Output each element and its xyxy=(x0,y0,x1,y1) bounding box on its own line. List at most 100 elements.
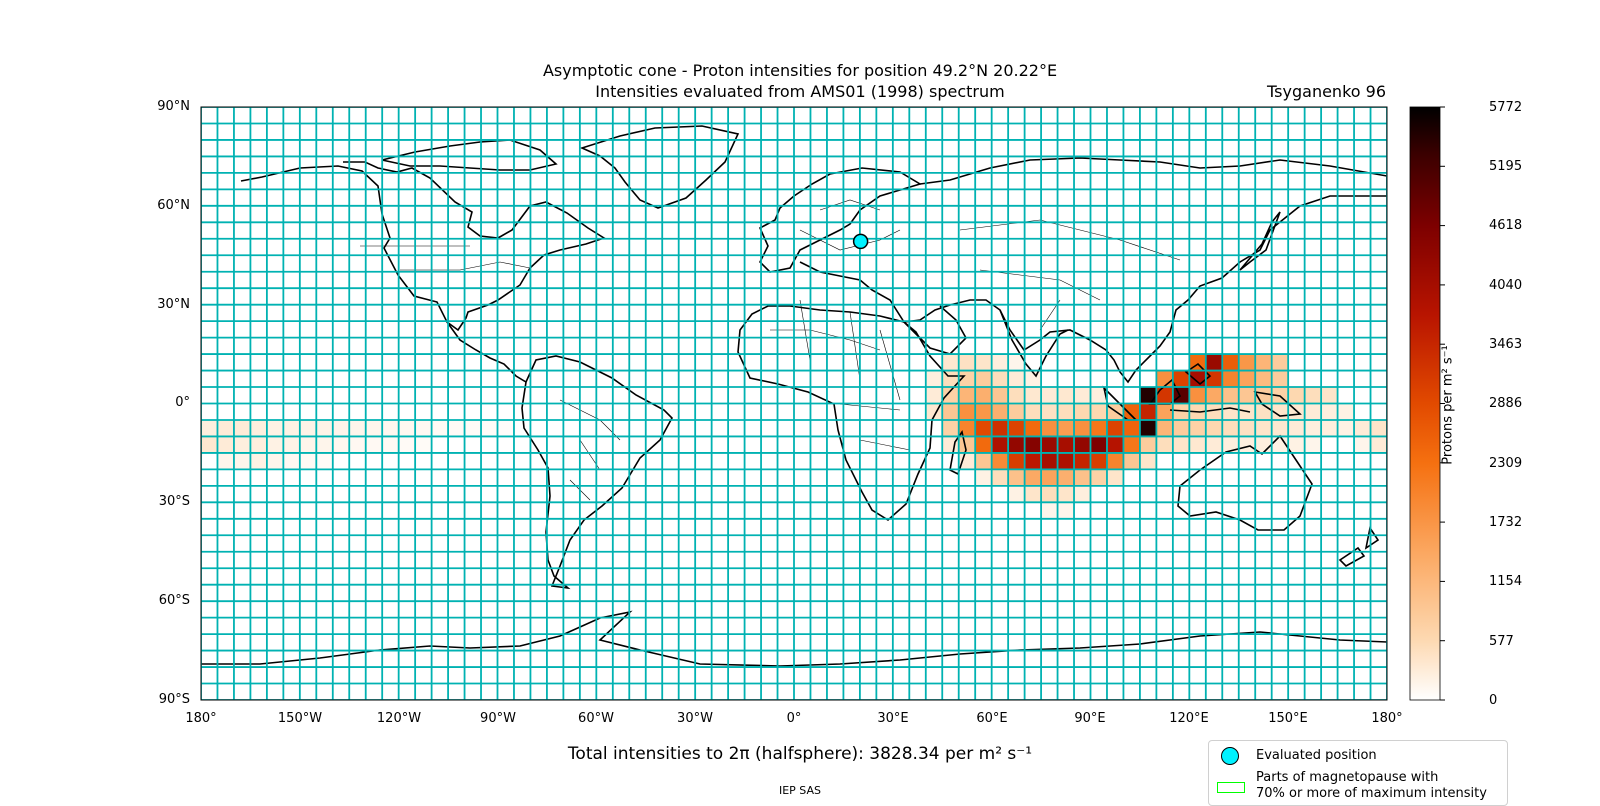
intensity-cell xyxy=(1024,419,1042,437)
intensity-cell xyxy=(1074,485,1091,503)
intensity-cell xyxy=(250,436,267,453)
lat-tick: 60°S xyxy=(158,593,190,608)
intensity-cell xyxy=(1156,370,1173,388)
intensity-cell xyxy=(1288,387,1305,404)
intensity-cell xyxy=(1123,419,1140,437)
intensity-cell xyxy=(1041,419,1058,437)
intensity-cell xyxy=(201,436,218,453)
lat-tick: 30°N xyxy=(157,297,190,312)
intensity-cell xyxy=(1238,370,1256,388)
lat-tick: 0° xyxy=(175,395,190,410)
intensity-cell xyxy=(942,436,959,453)
colorbar-tick-label: 0 xyxy=(1489,693,1498,708)
intensity-cell xyxy=(1172,387,1190,404)
intensity-cell xyxy=(1205,403,1223,420)
intensity-cell xyxy=(1156,436,1173,453)
lon-tick: 60°W xyxy=(578,711,614,726)
intensity-cell xyxy=(1057,502,1075,519)
coast-antarctica xyxy=(201,610,1387,667)
intensity-cell xyxy=(991,452,1009,470)
intensity-cell xyxy=(1156,403,1173,420)
intensity-cell xyxy=(1321,419,1338,437)
intensity-cell xyxy=(365,419,383,437)
intensity-cell xyxy=(958,370,976,388)
intensity-cell xyxy=(1008,452,1025,470)
intensity-cell xyxy=(217,436,234,453)
intensity-cell xyxy=(1008,354,1025,371)
intensity-cell xyxy=(1288,436,1305,453)
intensity-cell xyxy=(1172,419,1190,437)
evaluated-position-legend-marker xyxy=(1221,747,1239,765)
intensity-cell xyxy=(1222,354,1239,371)
intensity-cell xyxy=(1008,469,1025,486)
intensity-cell xyxy=(1189,370,1206,388)
intensity-cell xyxy=(382,436,399,453)
intensity-cell xyxy=(217,452,234,470)
intensity-cell xyxy=(991,419,1009,437)
legend-label: 70% or more of maximum intensity xyxy=(1256,786,1487,801)
intensity-cell xyxy=(1090,452,1107,470)
chart-subtitle: Intensities evaluated from AMS01 (1998) … xyxy=(595,82,1005,101)
intensity-cell xyxy=(1139,452,1157,470)
intensity-cell xyxy=(991,370,1009,388)
intensity-cell xyxy=(1370,419,1387,437)
intensity-cell xyxy=(1304,403,1322,420)
intensity-cell xyxy=(283,452,300,470)
intensity-cell xyxy=(1074,403,1091,420)
intensity-cell xyxy=(1139,403,1157,420)
intensity-cell xyxy=(1057,436,1075,453)
credit: IEP SAS xyxy=(778,784,822,797)
intensity-cell xyxy=(431,419,449,437)
intensity-cell xyxy=(958,354,976,371)
intensity-cell xyxy=(1090,419,1107,437)
intensity-cell xyxy=(1288,419,1305,437)
intensity-cell xyxy=(1008,436,1025,453)
coast-new-zealand xyxy=(1338,525,1380,567)
intensity-cell xyxy=(1090,469,1107,486)
lon-tick: 90°W xyxy=(480,711,516,726)
intensity-cell xyxy=(1074,452,1091,470)
intensity-cell xyxy=(1271,354,1289,371)
intensity-cell xyxy=(382,419,399,437)
intensity-cell xyxy=(1354,419,1371,437)
intensity-cell xyxy=(1090,403,1107,420)
intensity-cell xyxy=(299,419,317,437)
intensity-cell xyxy=(497,419,514,437)
intensity-cell xyxy=(942,403,959,420)
intensity-cell xyxy=(975,387,992,404)
intensity-cell xyxy=(1189,419,1206,437)
intensity-cell xyxy=(1008,387,1025,404)
lon-tick: 120°E xyxy=(1169,711,1209,726)
intensity-cell xyxy=(958,403,976,420)
coast-south-america xyxy=(521,355,673,590)
intensity-cell xyxy=(1008,370,1025,388)
intensity-cell xyxy=(1238,436,1256,453)
lat-tick: 90°N xyxy=(157,99,190,114)
intensity-cell xyxy=(1304,419,1322,437)
intensity-cell xyxy=(942,387,959,404)
intensity-cell xyxy=(991,354,1009,371)
intensity-cell xyxy=(1074,436,1091,453)
intensity-cell xyxy=(1222,436,1239,453)
intensity-cell xyxy=(1106,436,1124,453)
intensity-cell xyxy=(250,452,267,470)
intensity-cell xyxy=(1090,387,1107,404)
intensity-cell xyxy=(1057,469,1075,486)
intensity-cell xyxy=(1106,452,1124,470)
lat-tick: 30°S xyxy=(158,494,190,509)
intensity-cell xyxy=(233,436,251,453)
intensity-cell xyxy=(958,436,976,453)
map-frame xyxy=(200,106,1388,701)
intensity-cell xyxy=(1255,354,1272,371)
colorbar-tick-label: 2309 xyxy=(1489,456,1523,471)
lat-tick: 60°N xyxy=(157,198,190,213)
intensity-cell xyxy=(975,469,992,486)
intensity-cell xyxy=(349,436,366,453)
intensity-cell xyxy=(266,419,284,437)
intensity-cell xyxy=(1255,370,1272,388)
intensity-cell xyxy=(1139,436,1157,453)
colorbar-tick-label: 4618 xyxy=(1489,218,1523,233)
intensity-cell xyxy=(481,419,498,437)
colorbar-tick-label: 5772 xyxy=(1489,100,1523,115)
